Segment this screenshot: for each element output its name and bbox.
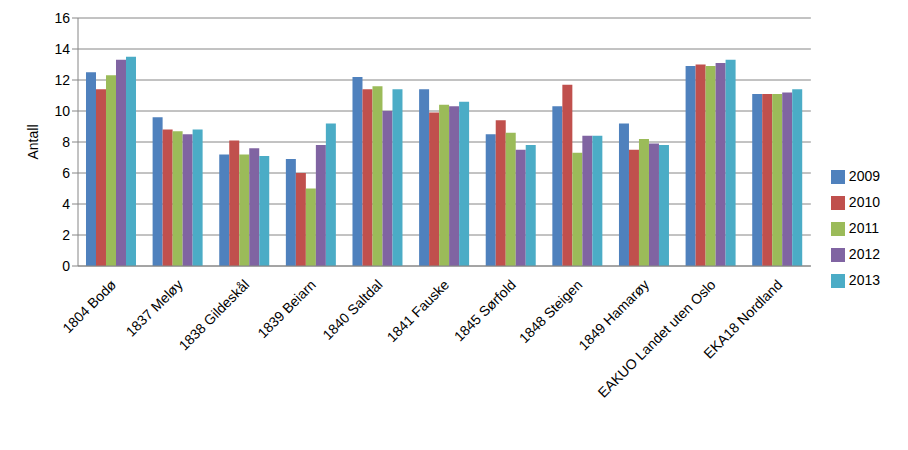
svg-text:1845 Sørfold: 1845 Sørfold	[451, 276, 519, 344]
svg-text:14: 14	[54, 41, 70, 57]
svg-text:8: 8	[62, 134, 70, 150]
svg-text:4: 4	[62, 196, 70, 212]
svg-text:1838 Gildeskål: 1838 Gildeskål	[176, 276, 253, 353]
svg-text:1839 Beiarn: 1839 Beiarn	[254, 276, 319, 341]
svg-text:EAKUO Landet uten Oslo: EAKUO Landet uten Oslo	[595, 276, 719, 400]
svg-text:1841 Fauske: 1841 Fauske	[384, 276, 453, 345]
html-text:2013: 2013	[848, 272, 880, 288]
svg-text:16: 16	[54, 10, 70, 26]
svg-text:2: 2	[62, 227, 70, 243]
svg-text:Antall: Antall	[25, 124, 41, 159]
svg-text:EKA18 Nordland: EKA18 Nordland	[700, 276, 785, 361]
html-text:2009: 2009	[848, 168, 880, 184]
svg-text:1840 Saltdal: 1840 Saltdal	[319, 276, 385, 342]
svg-text:0: 0	[62, 258, 70, 274]
html-text:2010: 2010	[848, 194, 880, 210]
html-text:2011: 2011	[848, 220, 879, 236]
svg-text:1848 Steigen: 1848 Steigen	[516, 276, 586, 346]
svg-text:6: 6	[62, 165, 70, 181]
svg-text:1804 Bodø: 1804 Bodø	[59, 276, 119, 336]
svg-text:1849 Hamarøy: 1849 Hamarøy	[575, 276, 652, 353]
svg-text:10: 10	[54, 103, 70, 119]
svg-text:1837 Meløy: 1837 Meløy	[123, 276, 186, 339]
html-text:2012: 2012	[848, 246, 880, 262]
svg-text:12: 12	[54, 72, 70, 88]
